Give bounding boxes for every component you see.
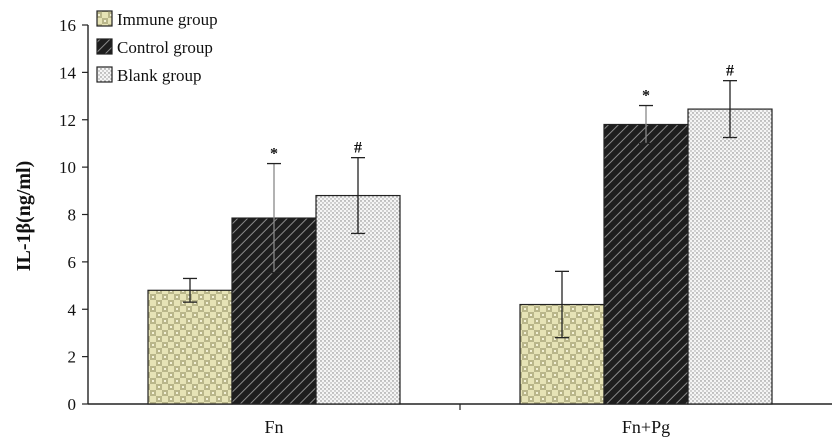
y-tick-label: 6 <box>68 253 77 272</box>
x-tick-label: Fn <box>264 417 283 437</box>
legend-swatch <box>96 66 113 83</box>
y-tick-label: 8 <box>68 206 77 225</box>
significance-marker: * <box>642 88 650 105</box>
y-axis-label: IL-1β(ng/ml) <box>13 161 35 272</box>
y-tick-label: 0 <box>68 395 77 414</box>
y-tick-label: 14 <box>59 63 77 82</box>
legend-swatch <box>96 38 113 55</box>
y-tick-label: 12 <box>59 111 76 130</box>
significance-marker: # <box>726 63 734 80</box>
legend-label: Control group <box>117 38 213 57</box>
x-tick-label: Fn+Pg <box>622 417 670 437</box>
significance-marker: * <box>270 146 278 163</box>
y-tick-label: 2 <box>68 348 77 367</box>
y-tick-label: 10 <box>59 158 76 177</box>
legend-label: Immune group <box>117 10 218 29</box>
bar-immune-group-fn <box>147 289 233 405</box>
bar-blank-group-fn-pg <box>687 108 773 405</box>
legend-swatch <box>96 10 113 27</box>
significance-marker: # <box>354 140 362 157</box>
y-tick-label: 4 <box>68 300 77 319</box>
y-tick-label: 16 <box>59 16 76 35</box>
bar-control-group-fn-pg <box>603 123 689 405</box>
legend-label: Blank group <box>117 66 202 85</box>
